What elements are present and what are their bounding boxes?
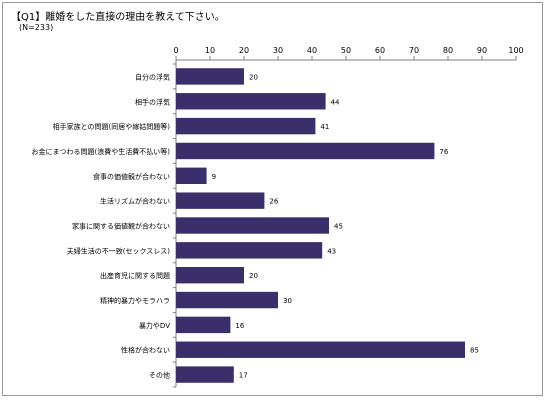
chart-frame: 【Q1】離婚をした直接の理由を教えて下さい。 (N=233) bbox=[2, 2, 543, 396]
x-axis: 0 10 20 30 40 50 60 70 80 90 100 bbox=[173, 46, 524, 388]
data-label: 26 bbox=[269, 198, 278, 206]
data-label: 9 bbox=[212, 173, 216, 181]
x-tick-label: 90 bbox=[477, 46, 487, 55]
x-tick-label: 50 bbox=[341, 46, 351, 55]
data-label: 17 bbox=[239, 372, 248, 380]
category-label: 食事の価値観が合わない bbox=[93, 172, 170, 181]
bar bbox=[176, 167, 207, 185]
category-label: 生活リズムが合わない bbox=[100, 197, 170, 206]
category-label: 暴力やDV bbox=[139, 321, 170, 330]
category-label: 自分の浮気 bbox=[135, 72, 170, 81]
category-label: 精神的暴力やモラハラ bbox=[100, 296, 170, 305]
x-tick-label: 70 bbox=[409, 46, 419, 55]
x-tick-label: 80 bbox=[443, 46, 453, 55]
bar bbox=[176, 316, 231, 334]
data-label: 44 bbox=[331, 98, 340, 106]
x-tick-label: 0 bbox=[173, 46, 178, 55]
bar bbox=[176, 291, 278, 309]
data-label: 16 bbox=[235, 322, 244, 330]
data-label: 41 bbox=[320, 123, 329, 131]
x-tick-label: 30 bbox=[273, 46, 283, 55]
data-label: 43 bbox=[327, 247, 336, 255]
category-label: 出産育児に関する問題 bbox=[100, 271, 170, 280]
bar bbox=[176, 93, 326, 110]
category-label: 性格が合わない bbox=[121, 346, 170, 355]
x-tick-label: 10 bbox=[205, 46, 215, 55]
category-label: 相手家族との問題(同居や嫁姑問題等) bbox=[53, 122, 171, 131]
bar bbox=[176, 217, 329, 234]
category-label: 夫婦生活の不一致(セックスレス) bbox=[67, 246, 171, 255]
bar bbox=[176, 117, 316, 135]
x-tick-label: 20 bbox=[239, 46, 249, 55]
data-label: 76 bbox=[439, 148, 448, 156]
data-label: 85 bbox=[470, 347, 479, 355]
bars: 20 44 41 76 9 26 45 43 20 30 16 85 17 bbox=[176, 68, 479, 383]
category-label: 相手の浮気 bbox=[135, 97, 170, 106]
chart-title: 【Q1】離婚をした直接の理由を教えて下さい。 bbox=[11, 12, 225, 23]
bar bbox=[176, 366, 234, 383]
bar bbox=[176, 192, 265, 209]
bar bbox=[176, 142, 435, 160]
bar bbox=[176, 341, 465, 358]
chart-subtitle: (N=233) bbox=[19, 23, 54, 32]
data-label: 45 bbox=[334, 223, 343, 231]
data-label: 20 bbox=[249, 272, 258, 280]
data-label: 30 bbox=[283, 297, 292, 305]
category-label: 家事に関する価値観が合わない bbox=[72, 222, 170, 231]
bar bbox=[176, 68, 244, 85]
x-tick-label: 40 bbox=[307, 46, 317, 55]
category-label: お金にまつわる問題(浪費や生活費不払い等) bbox=[32, 147, 171, 156]
x-tick-label: 100 bbox=[508, 46, 523, 55]
category-label: その他 bbox=[149, 371, 170, 380]
bar bbox=[176, 266, 244, 284]
data-label: 20 bbox=[249, 73, 258, 81]
x-tick-label: 60 bbox=[375, 46, 385, 55]
bar bbox=[176, 242, 323, 259]
